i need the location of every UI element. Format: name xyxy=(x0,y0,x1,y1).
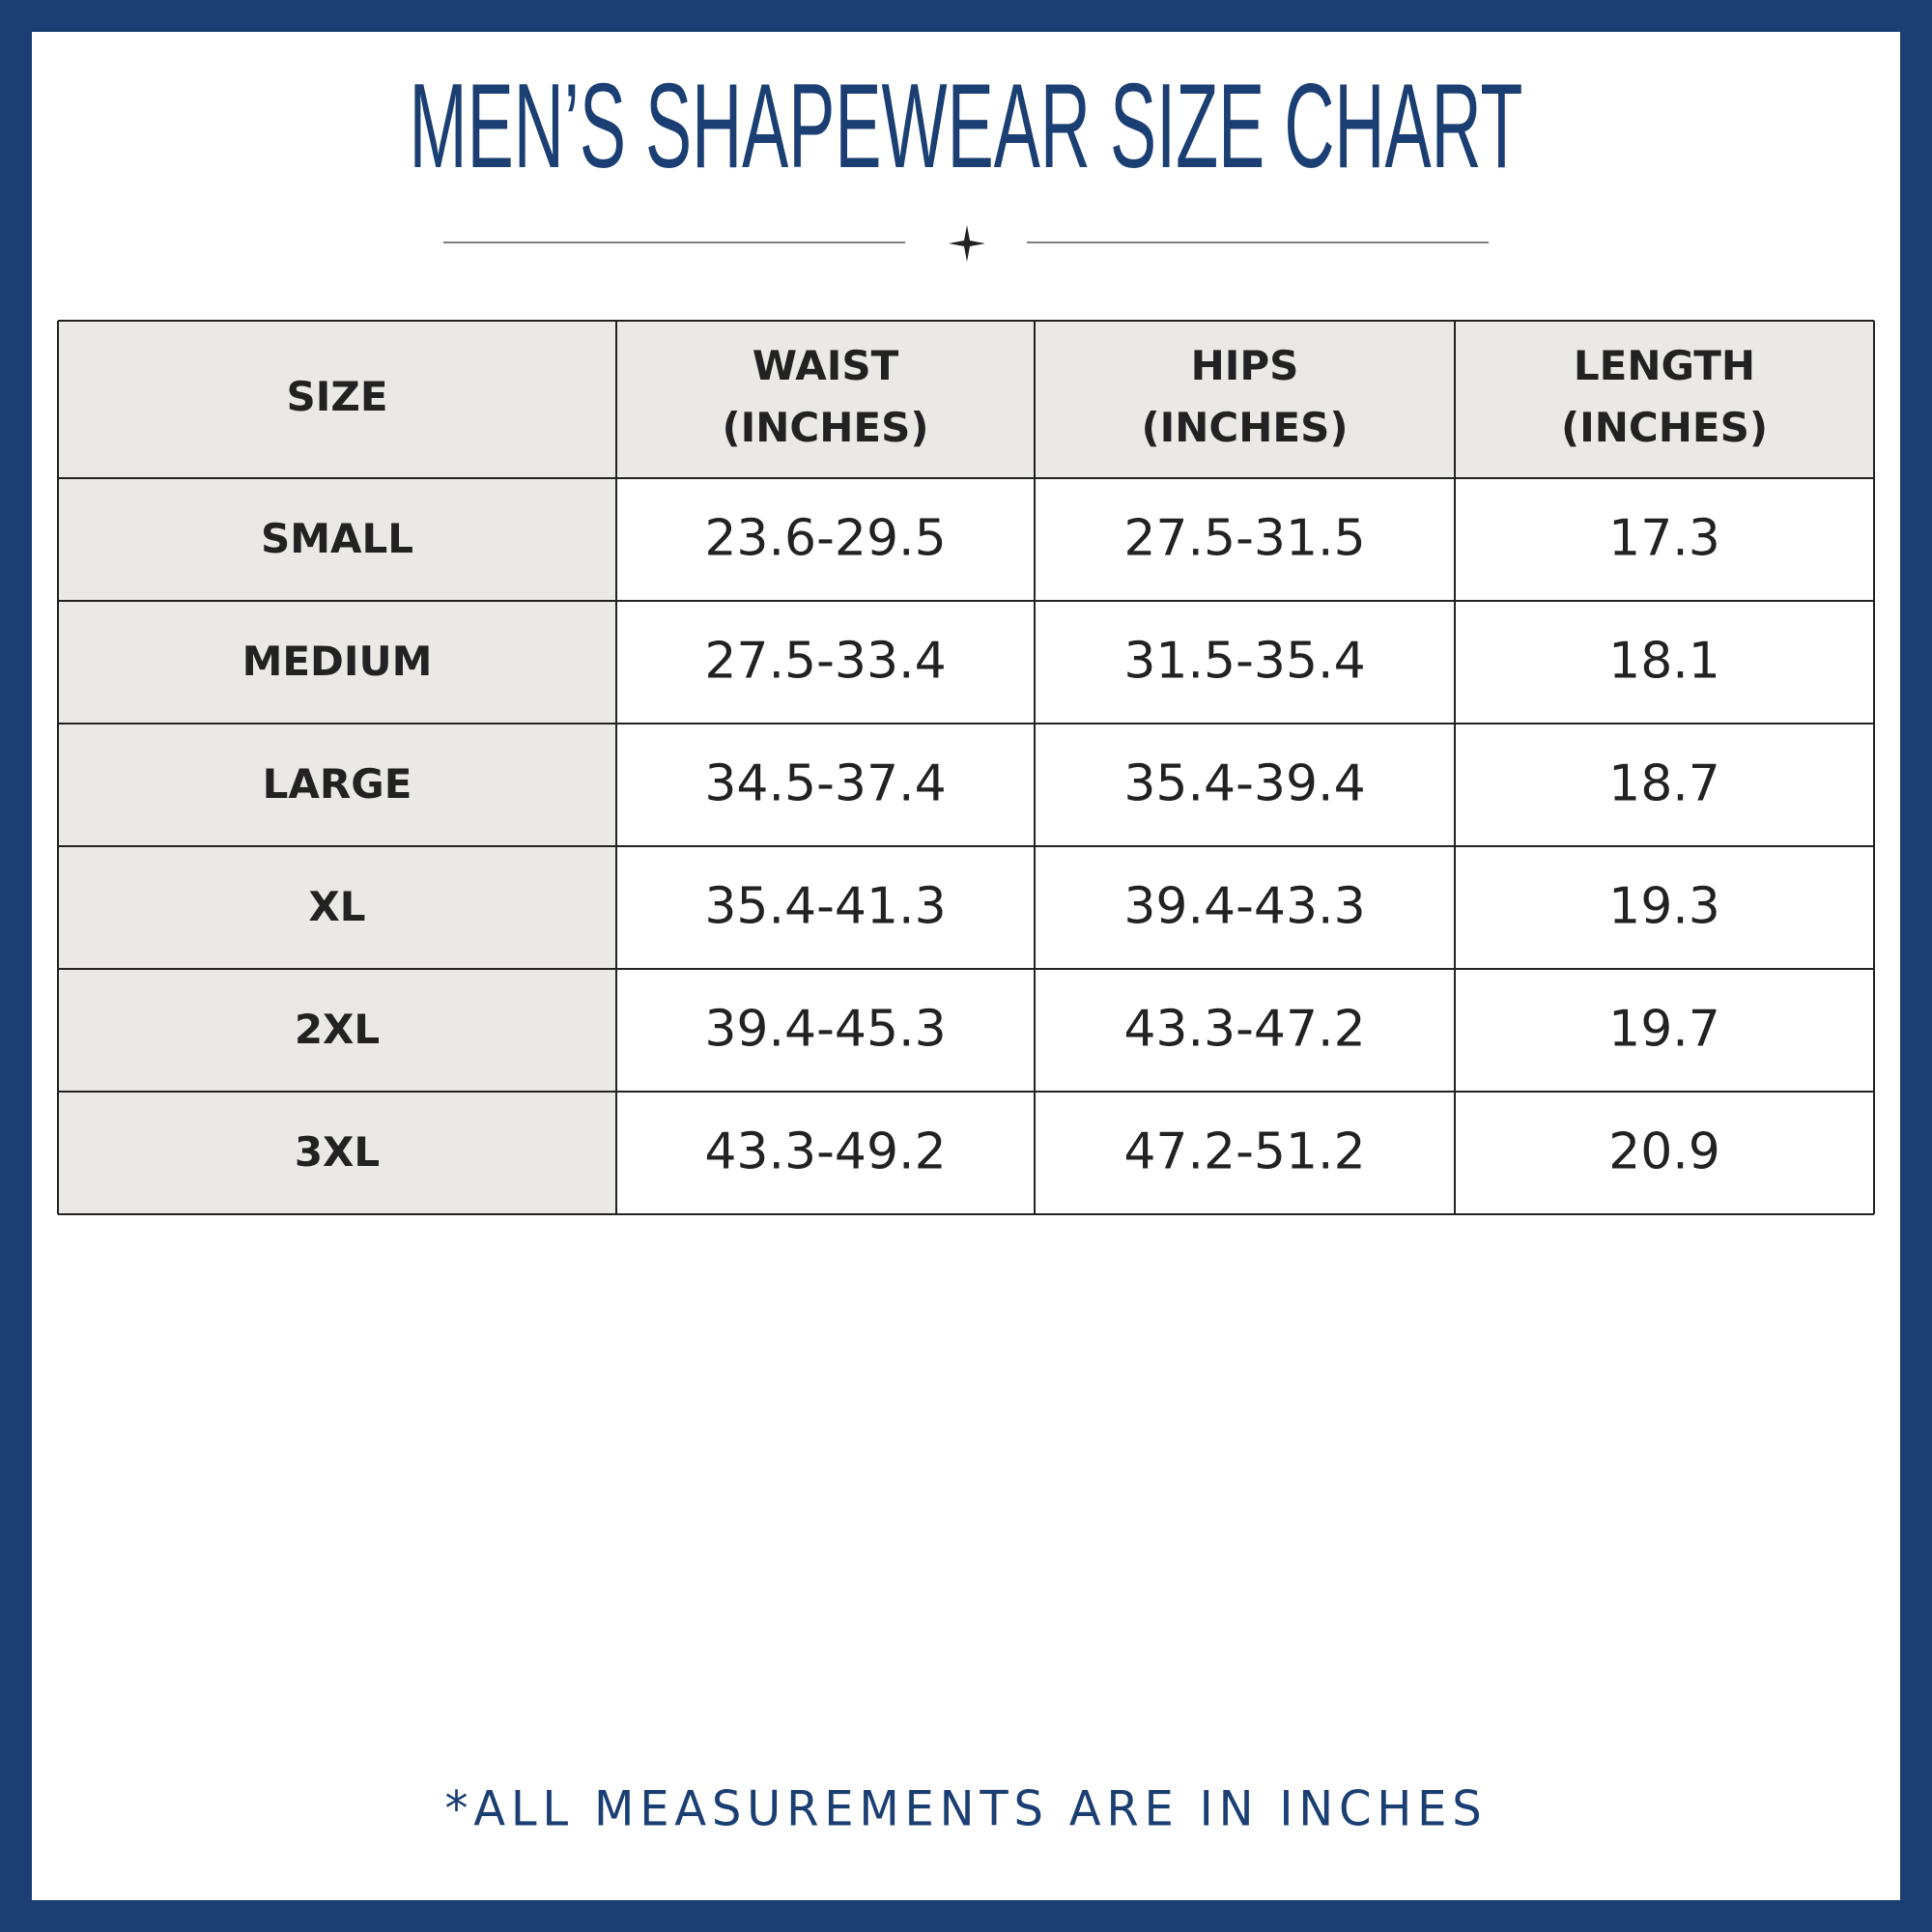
footnote: *ALL MEASUREMENTS ARE IN INCHES xyxy=(445,1781,1488,1837)
column-header: SIZE xyxy=(286,373,387,420)
column-header: (INCHES) xyxy=(1561,404,1768,451)
divider-star xyxy=(949,225,985,262)
size-label: XL xyxy=(308,883,365,930)
measurement-cell: 47.2-51.2 xyxy=(1123,1123,1365,1181)
measurement-cell: 27.5-31.5 xyxy=(1123,510,1365,568)
column-header: (INCHES) xyxy=(1141,404,1348,451)
size-label: LARGE xyxy=(263,760,412,808)
size-label: 3XL xyxy=(295,1128,380,1176)
column-header: HIPS xyxy=(1191,342,1299,389)
column-header: (INCHES) xyxy=(722,404,928,451)
measurement-cell: 31.5-35.4 xyxy=(1123,633,1365,691)
measurement-cell: 35.4-39.4 xyxy=(1123,755,1365,813)
column-header: WAIST xyxy=(753,342,899,389)
divider xyxy=(443,225,1489,262)
measurement-cell: 19.7 xyxy=(1608,1001,1720,1059)
size-label: 2XL xyxy=(295,1006,380,1053)
measurement-cell: 17.3 xyxy=(1608,510,1720,568)
measurement-cell: 43.3-47.2 xyxy=(1123,1001,1365,1059)
measurement-cell: 35.4-41.3 xyxy=(704,878,946,936)
measurement-cell: 27.5-33.4 xyxy=(704,633,946,691)
measurement-cell: 39.4-45.3 xyxy=(704,1001,946,1059)
measurement-cell: 39.4-43.3 xyxy=(1123,878,1365,936)
size-label: MEDIUM xyxy=(242,638,433,685)
title: MEN’S SHAPEWEAR SIZE CHART xyxy=(410,60,1523,193)
measurement-cell: 34.5-37.4 xyxy=(704,755,946,813)
size-label: SMALL xyxy=(261,515,413,562)
measurement-cell: 43.3-49.2 xyxy=(704,1123,946,1181)
measurement-cell: 19.3 xyxy=(1608,878,1720,936)
measurement-cell: 18.7 xyxy=(1608,755,1720,813)
measurement-cell: 18.1 xyxy=(1608,633,1720,691)
measurement-cell: 20.9 xyxy=(1608,1123,1720,1181)
column-header: LENGTH xyxy=(1574,342,1755,389)
header-background xyxy=(58,321,1874,478)
size-table: SIZE WAIST (INCHES) HIPS (INCHES) LENGTH (INCH… xyxy=(57,320,1875,1215)
measurement-cell: 23.6-29.5 xyxy=(704,510,946,568)
